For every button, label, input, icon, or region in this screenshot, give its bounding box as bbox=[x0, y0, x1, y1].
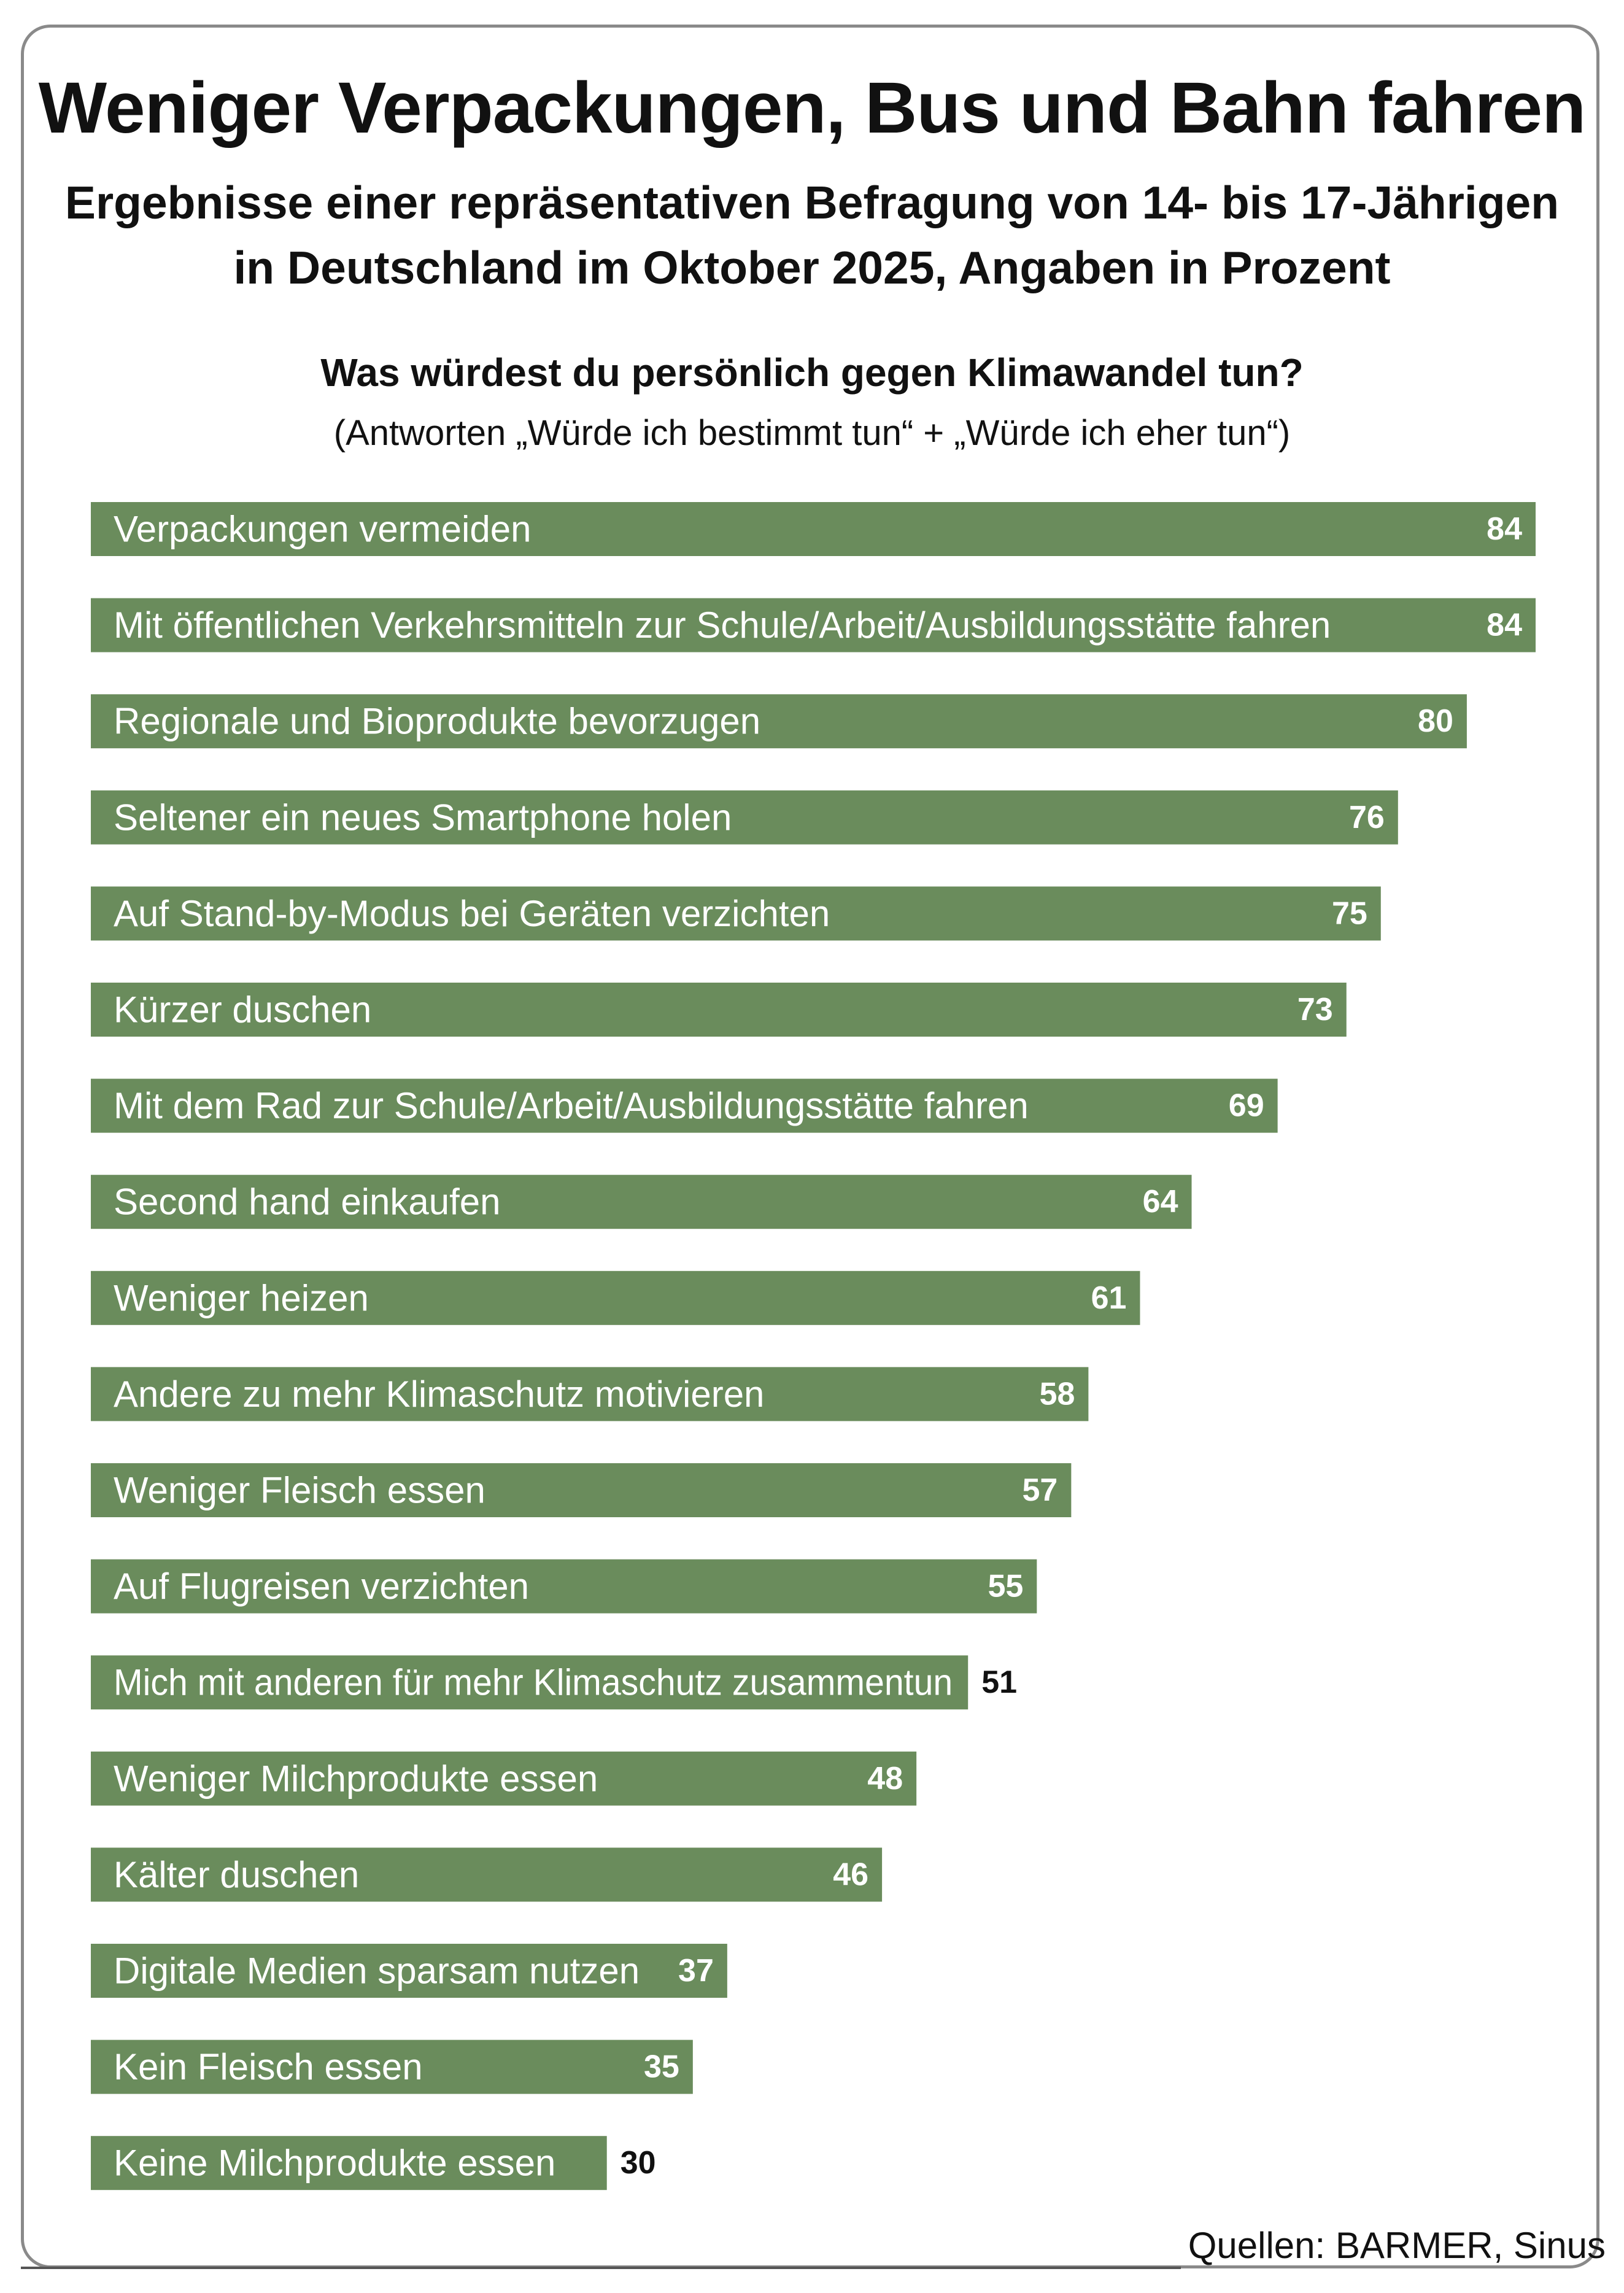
answer-note: (Antworten „Würde ich bestimmt tun“ + „W… bbox=[333, 413, 1291, 453]
bar bbox=[91, 1078, 1278, 1133]
bar bbox=[91, 983, 1347, 1037]
bar-label: Auf Flugreisen verzichten bbox=[114, 1566, 529, 1607]
survey-question: Was würdest du persönlich gegen Klimawan… bbox=[320, 350, 1304, 395]
bar-value: 30 bbox=[621, 2145, 656, 2181]
bar bbox=[91, 790, 1398, 845]
bar bbox=[91, 1944, 727, 1998]
bar bbox=[91, 886, 1381, 941]
bar-item: Mit dem Rad zur Schule/Arbeit/Ausbildung… bbox=[91, 1078, 1278, 1133]
bar-value: 58 bbox=[1040, 1376, 1075, 1412]
bar bbox=[91, 1175, 1192, 1229]
bar-label: Weniger Fleisch essen bbox=[114, 1470, 485, 1511]
bar-item: Auf Flugreisen verzichten 55 bbox=[91, 1559, 1037, 1614]
bar-item: Weniger Fleisch essen 57 bbox=[91, 1463, 1072, 1517]
bar-label: Verpackungen vermeiden bbox=[114, 509, 531, 550]
bar bbox=[91, 1463, 1072, 1517]
bar-value: 35 bbox=[644, 2049, 679, 2085]
bar-item: Verpackungen vermeiden 84 bbox=[91, 502, 1536, 556]
bar-item: Weniger Milchprodukte essen 48 bbox=[91, 1751, 917, 1806]
bar-item: Keine Milchprodukte essen 30 bbox=[91, 2136, 656, 2191]
bar-label: Andere zu mehr Klimaschutz motivieren bbox=[114, 1374, 764, 1415]
bar-value: 76 bbox=[1349, 800, 1385, 835]
bar-value: 75 bbox=[1332, 895, 1367, 931]
bar bbox=[91, 694, 1467, 749]
bar-value: 73 bbox=[1297, 992, 1333, 1027]
bar bbox=[91, 1847, 883, 1902]
chart-subtitle-line1: Ergebnisse einer repräsentativen Befragu… bbox=[64, 177, 1560, 228]
bar-value: 57 bbox=[1023, 1472, 1058, 1508]
bar-item: Regionale und Bioprodukte bevorzugen 80 bbox=[91, 694, 1467, 749]
bar bbox=[91, 598, 1536, 652]
bar-label: Kälter duschen bbox=[114, 1854, 359, 1895]
bar-item: Auf Stand-by-Modus bei Geräten verzichte… bbox=[91, 886, 1381, 941]
bar-label: Seltener ein neues Smartphone holen bbox=[114, 797, 732, 838]
bar-label: Mit dem Rad zur Schule/Arbeit/Ausbildung… bbox=[114, 1085, 1029, 1126]
bar-label: Regionale und Bioprodukte bevorzugen bbox=[114, 701, 760, 742]
bar-value: 69 bbox=[1229, 1088, 1264, 1124]
bar-item: Kälter duschen 46 bbox=[91, 1847, 883, 1902]
bar bbox=[91, 2040, 693, 2094]
bar-item: Mit öffentlichen Verkehrsmitteln zur Sch… bbox=[91, 598, 1536, 652]
chart-title: Weniger Verpackungen, Bus und Bahn fahre… bbox=[38, 68, 1587, 149]
bar-label: Mit öffentlichen Verkehrsmitteln zur Sch… bbox=[114, 605, 1331, 646]
bar bbox=[91, 2136, 607, 2191]
bar-label: Second hand einkaufen bbox=[114, 1181, 501, 1223]
bar-value: 55 bbox=[988, 1569, 1023, 1604]
bar-label: Weniger heizen bbox=[114, 1277, 369, 1318]
bar-value: 61 bbox=[1091, 1280, 1127, 1316]
chart-subtitle-line2: in Deutschland im Oktober 2025, Angaben … bbox=[233, 242, 1391, 293]
bar-value: 51 bbox=[981, 1665, 1017, 1700]
bar-value: 48 bbox=[867, 1761, 903, 1796]
bar bbox=[91, 1751, 917, 1806]
source-underline bbox=[21, 2267, 1181, 2269]
bar bbox=[91, 1559, 1037, 1614]
bar-label: Kein Fleisch essen bbox=[114, 2046, 423, 2087]
bar-item: Digitale Medien sparsam nutzen 37 bbox=[91, 1944, 727, 1998]
bar bbox=[91, 502, 1536, 556]
bar bbox=[91, 1655, 969, 1710]
bar-item: Mich mit anderen für mehr Klimaschutz zu… bbox=[91, 1655, 1017, 1710]
bar-label: Mich mit anderen für mehr Klimaschutz zu… bbox=[114, 1662, 953, 1703]
bar-label: Kürzer duschen bbox=[114, 989, 371, 1030]
bar-label: Digitale Medien sparsam nutzen bbox=[114, 1951, 640, 1992]
bar-label: Keine Milchprodukte essen bbox=[114, 2143, 555, 2184]
source-credit: Quellen: BARMER, Sinus bbox=[1188, 2225, 1606, 2266]
bar-item: Kürzer duschen 73 bbox=[91, 983, 1347, 1037]
bar bbox=[91, 1367, 1089, 1421]
bar-item: Kein Fleisch essen 35 bbox=[91, 2040, 693, 2094]
bar-item: Second hand einkaufen 64 bbox=[91, 1175, 1192, 1229]
bar-item: Andere zu mehr Klimaschutz motivieren 58 bbox=[91, 1367, 1089, 1421]
bar-value: 84 bbox=[1487, 511, 1522, 547]
bar-item: Weniger heizen 61 bbox=[91, 1270, 1140, 1325]
bar-value: 84 bbox=[1487, 608, 1522, 643]
bar bbox=[91, 1270, 1140, 1325]
bar-value: 37 bbox=[678, 1953, 714, 1989]
bar-value: 80 bbox=[1418, 703, 1453, 739]
bar-value: 64 bbox=[1143, 1184, 1178, 1220]
bar-label: Weniger Milchprodukte essen bbox=[114, 1758, 598, 1799]
bar-label: Auf Stand-by-Modus bei Geräten verzichte… bbox=[114, 893, 830, 934]
bar-item: Seltener ein neues Smartphone holen 76 bbox=[91, 790, 1398, 845]
bar-value: 46 bbox=[833, 1857, 868, 1892]
